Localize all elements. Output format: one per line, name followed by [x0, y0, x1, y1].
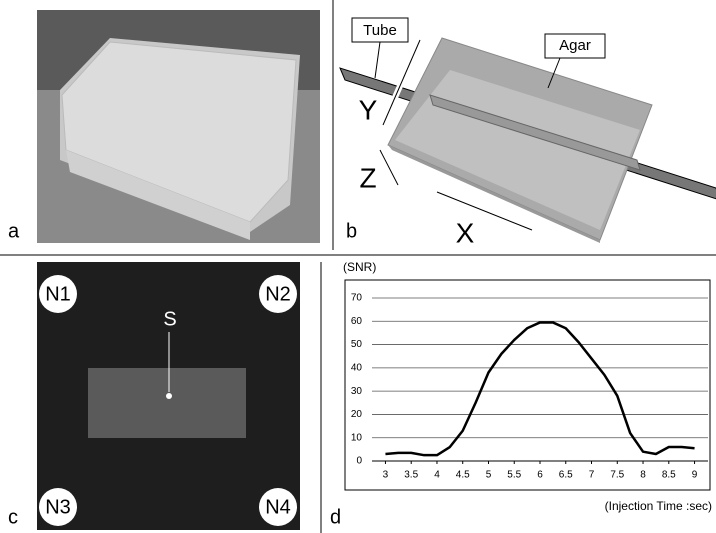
panel-label: d [330, 506, 341, 528]
panel-label: b [346, 220, 357, 242]
x-tick-label: 6 [537, 470, 543, 481]
x-axis-label: (Injection Time :sec) [605, 499, 712, 513]
photo [37, 10, 320, 243]
x-tick-label: 4 [434, 470, 440, 481]
y-tick-label: 60 [351, 316, 363, 327]
y-tick-label: 10 [351, 432, 363, 443]
agar-label: Agar [559, 37, 591, 54]
axis-label: Y [359, 94, 378, 125]
corner-label: N4 [265, 496, 291, 518]
panel-label: c [8, 506, 18, 528]
x-tick-label: 5 [486, 470, 492, 481]
x-tick-label: 8.5 [662, 470, 676, 481]
x-tick-label: 3.5 [404, 470, 418, 481]
corner-label: N1 [45, 283, 71, 305]
x-tick-label: 3 [383, 470, 389, 481]
y-axis-label: (SNR) [343, 260, 376, 274]
x-tick-label: 4.5 [456, 470, 470, 481]
mr-image [37, 262, 300, 530]
x-tick-label: 7 [589, 470, 595, 481]
corner-label: N3 [45, 496, 71, 518]
x-tick-label: 9 [692, 470, 698, 481]
data-line [385, 322, 694, 455]
tube-label: Tube [363, 22, 397, 39]
figure: a Tube Agar Y Z X b N1 N2 N3 N4 S c (SNR… [0, 0, 716, 533]
chart-frame [345, 280, 710, 490]
corner-label: N2 [265, 283, 291, 305]
x-tick-label: 6.5 [559, 470, 573, 481]
x-tick-label: 7.5 [610, 470, 624, 481]
panel-label: a [8, 220, 20, 242]
source-label: S [163, 308, 176, 330]
axis-label: X [456, 217, 475, 248]
x-tick-label: 8 [640, 470, 646, 481]
y-tick-label: 50 [351, 339, 363, 350]
y-tick-label: 40 [351, 362, 363, 373]
x-tick-label: 5.5 [507, 470, 521, 481]
diagram [340, 18, 716, 243]
axis-label: Z [359, 162, 376, 193]
y-tick-label: 20 [351, 409, 363, 420]
y-tick-label: 0 [356, 456, 362, 467]
y-tick-label: 70 [351, 293, 363, 304]
y-tick-label: 30 [351, 386, 363, 397]
